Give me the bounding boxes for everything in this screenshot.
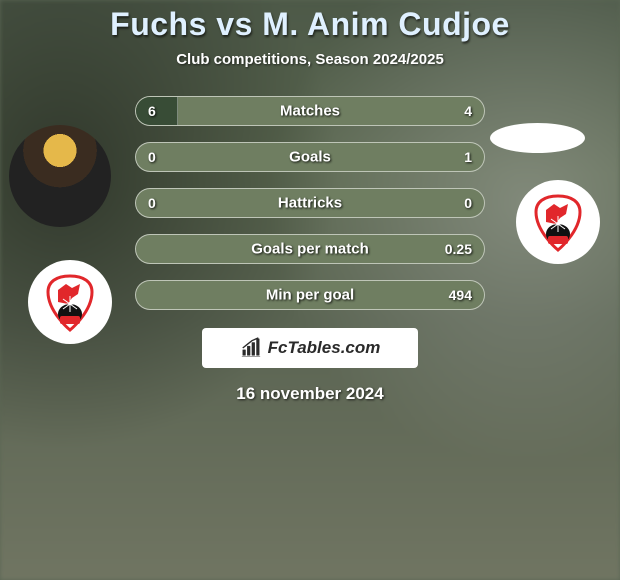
stat-row: 0 Hattricks 0 [135, 188, 485, 218]
bar-chart-icon [240, 337, 262, 359]
stat-label: Goals [289, 149, 331, 166]
stat-value-right: 1 [464, 149, 472, 165]
stat-value-right: 494 [449, 287, 472, 303]
stat-label: Hattricks [278, 195, 342, 212]
page-subtitle: Club competitions, Season 2024/2025 [0, 51, 620, 68]
stat-row: Goals per match 0.25 [135, 234, 485, 264]
stat-value-left: 6 [148, 103, 156, 119]
stat-value-right: 0.25 [445, 241, 472, 257]
player-right-avatar [490, 123, 585, 153]
stat-label: Matches [280, 103, 340, 120]
shield-goat-icon [38, 270, 102, 334]
stat-rows: 6 Matches 4 0 Goals 1 0 Hattricks 0 Goals per mat… [135, 96, 485, 310]
player-left-avatar [9, 125, 111, 227]
stat-value-right: 0 [464, 195, 472, 211]
date-label: 16 november 2024 [0, 384, 620, 404]
stat-value-left: 0 [148, 195, 156, 211]
stat-row: 0 Goals 1 [135, 142, 485, 172]
stat-label: Min per goal [266, 287, 354, 304]
watermark-text: FcTables.com [268, 338, 381, 358]
stat-row: Min per goal 494 [135, 280, 485, 310]
stat-row: 6 Matches 4 [135, 96, 485, 126]
page-title: Fuchs vs M. Anim Cudjoe [0, 6, 620, 43]
stat-fill-left [136, 97, 178, 125]
shield-goat-icon [526, 190, 590, 254]
club-right-crest [516, 180, 600, 264]
watermark: FcTables.com [202, 328, 418, 368]
stat-label: Goals per match [251, 241, 369, 258]
club-left-crest [28, 260, 112, 344]
comparison-card: Fuchs vs M. Anim Cudjoe Club competition… [0, 0, 620, 404]
stat-value-left: 0 [148, 149, 156, 165]
stat-value-right: 4 [464, 103, 472, 119]
